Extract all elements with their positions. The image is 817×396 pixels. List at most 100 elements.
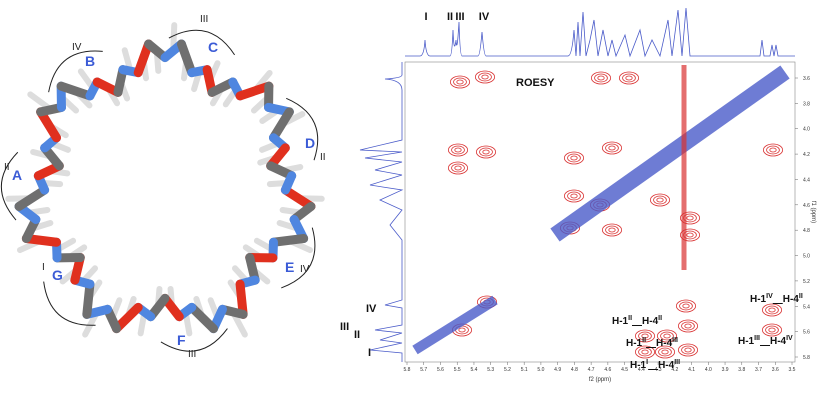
ring-residue: IV: [72, 42, 82, 53]
rotation-arrow: [168, 29, 236, 56]
roe-contour: [456, 79, 464, 85]
bond-stick: [82, 279, 95, 319]
roe-contour: [570, 155, 578, 161]
cross-peak-label: H-1IV—H-4II: [750, 293, 803, 309]
diagonal-contour: [412, 295, 498, 355]
label-part: H-1: [738, 336, 755, 347]
roe-contour: [478, 72, 492, 82]
superscript: II: [642, 337, 646, 344]
label-part: H-1: [626, 338, 643, 349]
roe-contour: [591, 71, 612, 85]
x-tick-label: 4.8: [571, 367, 578, 373]
f1-projection: [359, 62, 404, 362]
y-tick-label: 3.8: [803, 101, 810, 107]
y-tick-label: 5.2: [803, 279, 810, 285]
superscript: I: [646, 359, 648, 366]
roe-contour: [658, 347, 672, 357]
roe-contour: [479, 147, 493, 157]
x-tick-label: 3.7: [755, 367, 762, 373]
x-tick-label: 4.2: [671, 367, 678, 373]
roe-contour: [678, 343, 699, 357]
roe-contour: [594, 73, 608, 83]
superscript: II: [799, 293, 803, 300]
roe-contour: [680, 228, 701, 242]
y-tick-label: 5.4: [803, 304, 810, 310]
ring-letter: C: [208, 39, 218, 55]
ring-residue: II: [4, 162, 10, 173]
roe-contour: [458, 327, 466, 333]
peak-label: III: [455, 11, 464, 23]
superscript: III: [674, 359, 680, 366]
label-part: —: [760, 340, 770, 351]
roe-contour: [762, 303, 783, 317]
roe-contour: [453, 77, 467, 87]
bond-stick: [176, 39, 197, 78]
roe-contour: [605, 225, 619, 235]
bond-stick: [21, 234, 62, 247]
bond-stick: [268, 234, 309, 247]
bond-stick: [56, 81, 95, 101]
label-part: H-4: [642, 316, 659, 327]
roe-contour: [447, 143, 468, 157]
y-tick-label: 5.8: [803, 355, 810, 361]
peak-label: III: [340, 321, 349, 333]
x-tick-label: 3.6: [772, 367, 779, 373]
ring-residue: I: [42, 262, 45, 273]
superscript: II: [628, 315, 632, 322]
peak-label: I: [424, 11, 427, 23]
rotation-arrow: [43, 281, 96, 326]
label-part: H-4: [658, 360, 675, 371]
roe-contour: [686, 215, 694, 221]
roe-contour: [454, 165, 462, 171]
x-tick-label: 3.5: [789, 367, 796, 373]
f2-projection: [405, 7, 795, 58]
roe-contour: [765, 305, 779, 315]
x-tick-label: 5.0: [537, 367, 544, 373]
x-tick-label: 4.5: [621, 367, 628, 373]
roe-contour: [449, 75, 470, 89]
roe-contour: [638, 331, 652, 341]
superscript: IV: [786, 335, 793, 342]
roe-contour: [768, 307, 776, 313]
ring-letter: D: [305, 135, 315, 151]
roe-contour: [564, 189, 585, 203]
label-part: H-4: [783, 294, 800, 305]
bond-stick: [111, 302, 143, 334]
roe-contour: [766, 145, 780, 155]
ring-residue: III: [188, 349, 196, 360]
bond-stick: [235, 279, 248, 319]
roe-contour: [769, 147, 777, 153]
x-tick-label: 5.5: [454, 367, 461, 373]
roe-contour: [597, 75, 605, 81]
ring-residue: III: [200, 14, 208, 25]
plot-frame: [404, 61, 796, 363]
roe-contour: [684, 347, 692, 353]
peak-label: I: [368, 347, 371, 359]
roe-contour: [608, 145, 616, 151]
x-tick-label: 5.8: [404, 367, 411, 373]
label-part: H-4: [770, 336, 787, 347]
x-tick-label: 3.8: [738, 367, 745, 373]
x-tick-label: 5.6: [437, 367, 444, 373]
y-tick-label: 4.4: [803, 177, 810, 183]
cross-peak-label: H-1II—H-4II: [612, 315, 662, 331]
rotation-arrow: [0, 151, 19, 221]
rotation-arrow: [286, 97, 319, 161]
label-part: H-1: [630, 360, 647, 371]
roe-contour: [451, 145, 465, 155]
y-axis-label: f1 (ppm): [810, 201, 816, 223]
label-part: —: [632, 320, 642, 331]
roe-contour: [684, 323, 692, 329]
bond-stick: [235, 81, 274, 101]
roe-contour: [475, 145, 496, 159]
bond-stick: [187, 302, 219, 334]
superscript: III: [672, 337, 678, 344]
y-tick-label: 5.6: [803, 330, 810, 336]
x-tick-label: 4.4: [638, 367, 645, 373]
diagonal-contour: [550, 65, 790, 242]
peak-label: IV: [479, 11, 490, 23]
spectrum-title: ROESY: [516, 77, 555, 89]
x-axis-label: f2 (ppm): [589, 377, 611, 383]
roe-contour: [447, 161, 468, 175]
